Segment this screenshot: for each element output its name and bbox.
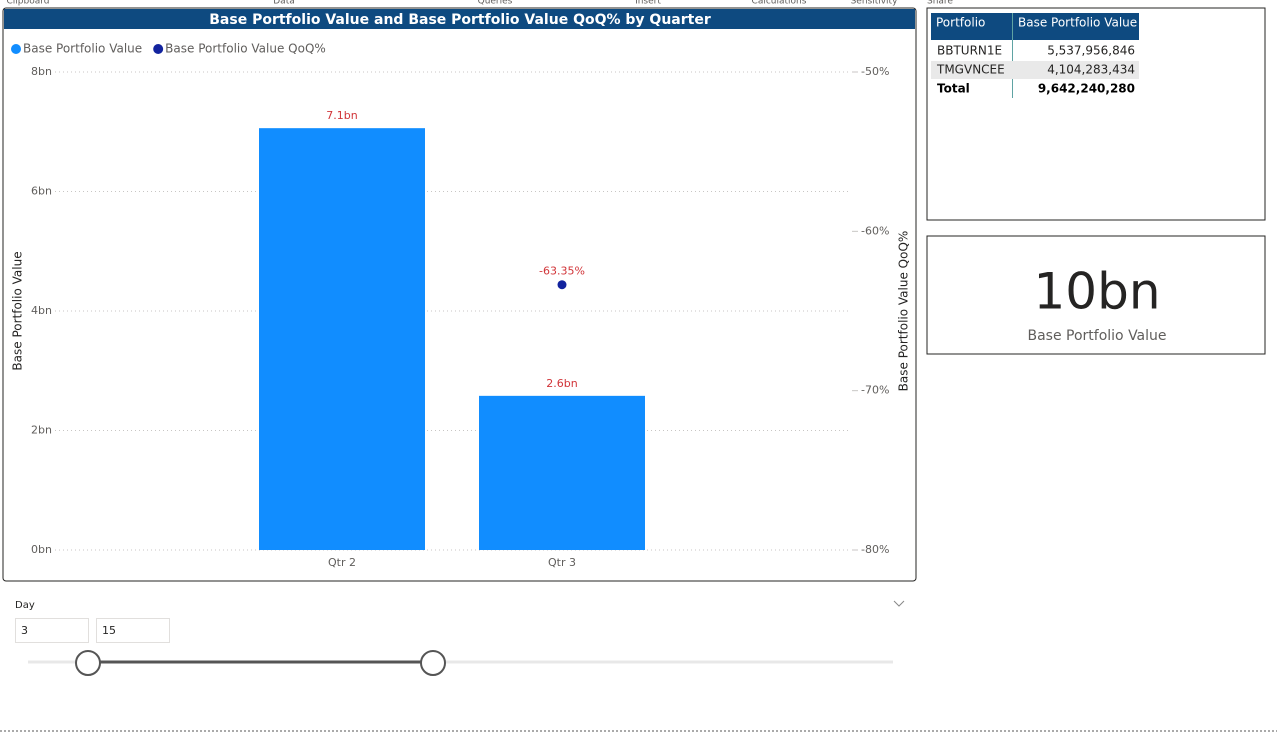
table-cell: BBTURN1E	[937, 44, 1002, 58]
y-tick-label: 8bn	[31, 65, 52, 78]
title-bar	[4, 9, 915, 29]
ribbon-group-label: Queries	[478, 0, 513, 7]
max-input[interactable]	[96, 618, 170, 643]
card-visual[interactable]	[926, 235, 1266, 355]
ribbon-group-label: Calculations	[752, 0, 807, 7]
point	[557, 280, 567, 290]
chart-title: Base Portfolio Value and Base Portfolio …	[209, 12, 711, 28]
legend-label: Base Portfolio Value	[23, 42, 142, 56]
table-cell: TMGVNCEE	[936, 63, 1005, 77]
bar	[479, 395, 645, 550]
slicer-chevron[interactable]	[893, 600, 905, 607]
x-tick-label: Qtr 3	[548, 556, 576, 569]
y2-tick-label: -70%	[861, 384, 889, 397]
table-header	[931, 13, 1139, 40]
table-cell: 5,537,956,846	[1047, 44, 1135, 58]
column-header: Portfolio	[936, 16, 985, 30]
data-label: 2.6bn	[546, 377, 577, 390]
data-label: -63.35%	[539, 265, 585, 278]
legend-label: Base Portfolio Value QoQ%	[165, 42, 326, 56]
total-cell: 9,642,240,280	[1038, 82, 1135, 96]
legend-marker	[153, 44, 164, 54]
total-cell: Total	[937, 82, 970, 96]
data-label: 7.1bn	[326, 109, 357, 122]
slicer-title: Day	[15, 600, 35, 611]
ribbon-group-label: Sensitivity	[851, 0, 899, 7]
column-header: Base Portfolio Value	[1018, 16, 1137, 30]
ribbon-group-label: Share	[927, 0, 953, 7]
ribbon-group-label: Data	[273, 0, 295, 7]
y-axis-title: Base Portfolio Value	[11, 251, 25, 370]
bar	[259, 128, 425, 551]
y-tick-label: 4bn	[31, 304, 52, 317]
y2-axis-title: Base Portfolio Value QoQ%	[897, 231, 911, 392]
y2-tick-label: -80%	[861, 543, 889, 556]
card-value: 10bn	[1033, 263, 1160, 321]
y2-tick-label: -50%	[861, 65, 889, 78]
ribbon-group-label: Clipboard	[7, 0, 50, 7]
ribbon-group-label: Insert	[635, 0, 661, 7]
y-tick-label: 0bn	[31, 543, 52, 556]
legend-marker	[11, 44, 21, 54]
y2-tick-label: -60%	[861, 224, 889, 237]
min-input[interactable]	[15, 618, 89, 643]
row-band	[931, 61, 1139, 79]
card-label: Base Portfolio Value	[1027, 328, 1166, 344]
x-tick-label: Qtr 2	[328, 556, 356, 569]
chart-visual[interactable]	[2, 7, 917, 582]
y-tick-label: 6bn	[31, 185, 52, 198]
slider-handle[interactable]	[75, 650, 101, 676]
max-value: 15	[102, 624, 116, 637]
y-tick-label: 2bn	[31, 424, 52, 437]
slider-handle[interactable]	[420, 650, 446, 676]
min-value: 3	[21, 624, 28, 637]
table-visual[interactable]	[926, 7, 1266, 221]
table-cell: 4,104,283,434	[1047, 63, 1135, 77]
